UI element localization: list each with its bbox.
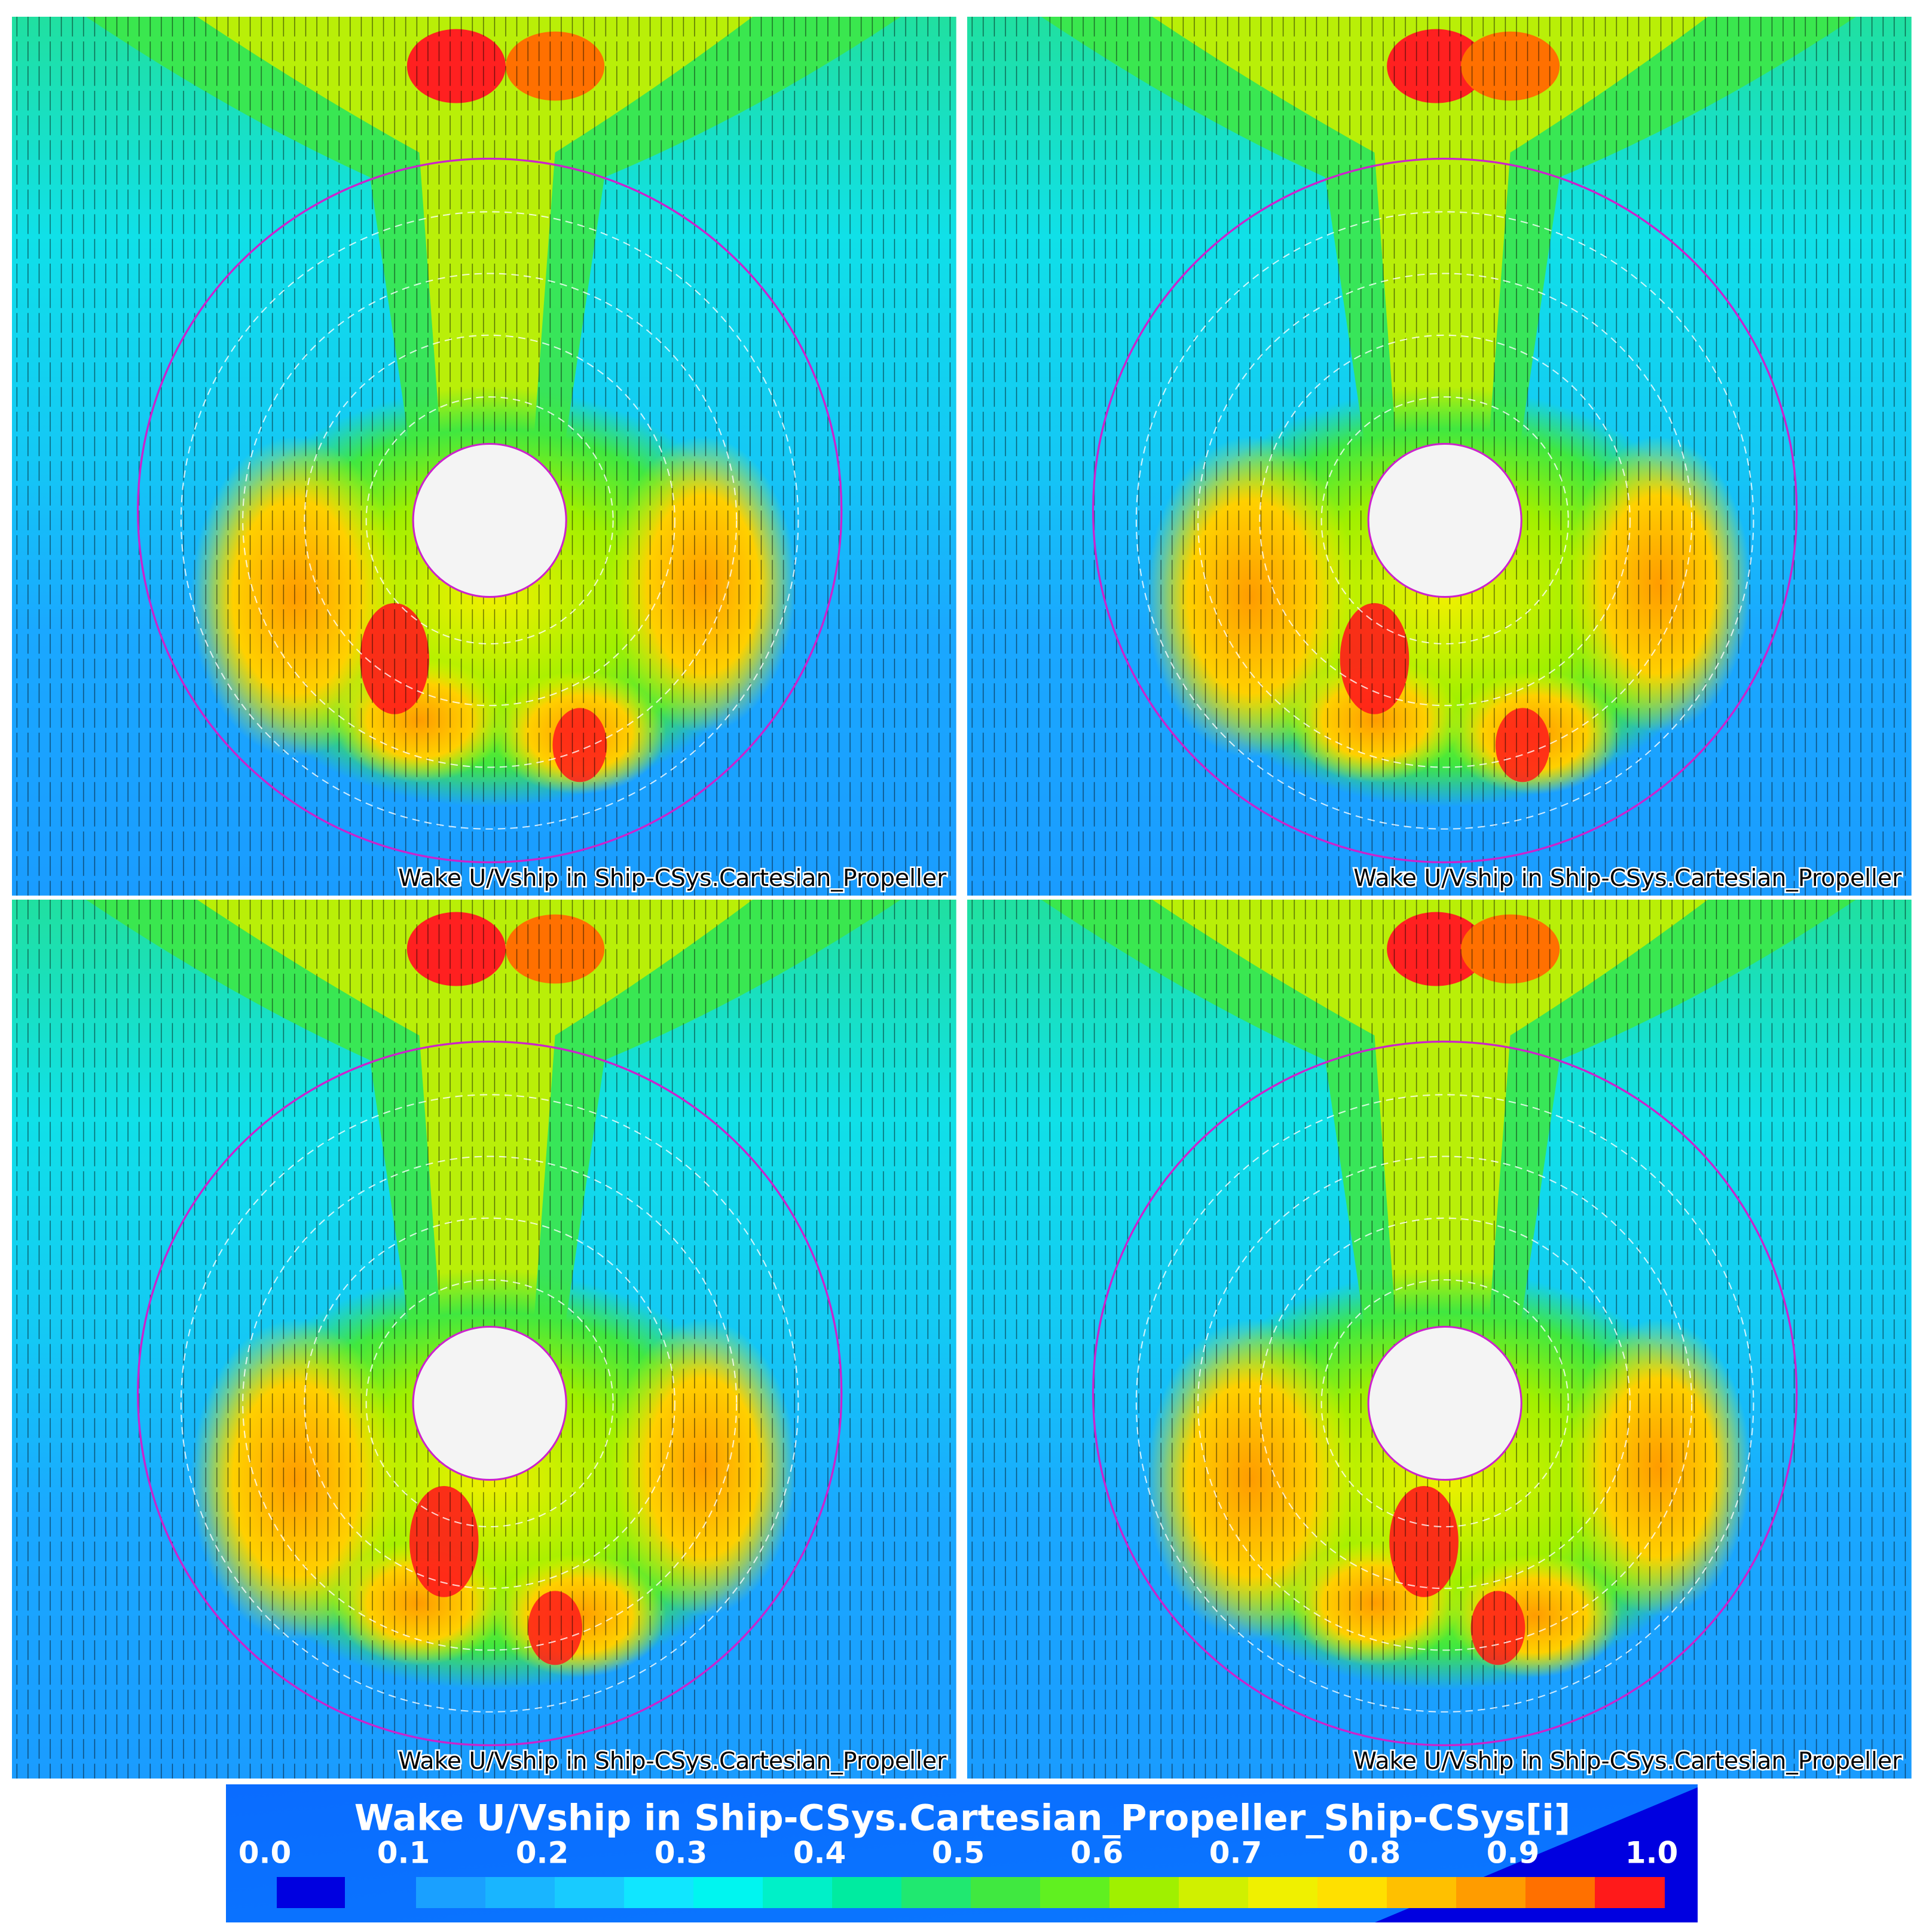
radius-circle [304,1217,675,1589]
colorbar-tick-label: 0.6 [1071,1836,1124,1870]
radius-circle [242,273,738,768]
colorbar-tick-label: 0.1 [377,1836,430,1870]
colorbar-swatch [1456,1877,1526,1908]
radius-circle [1259,334,1631,707]
radius-circle [365,396,614,645]
colorbar-tick-label: 0.4 [793,1836,846,1870]
colorbar: Wake U/Vship in Ship-CSys.Cartesian_Prop… [226,1784,1698,1922]
radius-circle [1135,1094,1754,1713]
colorbar-tick-label: 0.2 [516,1836,569,1870]
propeller-disk [136,1040,843,1747]
colorbar-tick-label: 0.9 [1487,1836,1540,1870]
radius-circle [304,334,675,707]
colorbar-swatch [763,1877,833,1908]
colorbar-swatch [485,1877,555,1908]
colorbar-swatch [624,1877,694,1908]
colorbar-swatch [1248,1877,1318,1908]
panel-label: Wake U/Vship in Ship-CSys.Cartesian_Prop… [1353,865,1902,892]
panel-label: Wake U/Vship in Ship-CSys.Cartesian_Prop… [1353,1748,1902,1775]
colorbar-tick-label: 0.5 [932,1836,985,1870]
panel-label: Wake U/Vship in Ship-CSys.Cartesian_Prop… [398,865,947,892]
colorbar-swatch [1179,1877,1249,1908]
radius-circle [1135,211,1754,830]
radius-circle [1197,273,1693,768]
radius-circle [1197,1155,1693,1651]
contour-panel: Wake U/Vship in Ship-CSys.Cartesian_Prop… [967,900,1912,1779]
colorbar-swatch [1040,1877,1110,1908]
colorbar-swatch [693,1877,763,1908]
panels: Wake U/Vship in Ship-CSys.Cartesian_Prop… [12,17,1912,1779]
colorbar-tick-label: 0.8 [1348,1836,1401,1870]
radius-circle [242,1155,738,1651]
hub [1367,1325,1522,1481]
hub [1367,442,1522,598]
colorbar-tick-label: 1.0 [1625,1836,1679,1870]
colorbar-swatch [901,1877,971,1908]
contour-panel: Wake U/Vship in Ship-CSys.Cartesian_Prop… [12,900,956,1779]
colorbar-swatch [832,1877,902,1908]
contour-panel: Wake U/Vship in Ship-CSys.Cartesian_Prop… [967,17,1912,896]
colorbar-tick-label: 0.7 [1209,1836,1262,1870]
radius-circle [365,1279,614,1528]
radius-circle [1259,1217,1631,1589]
hub [412,442,567,598]
colorbar-swatch [1387,1877,1457,1908]
colorbar-swatch [971,1877,1041,1908]
radius-circle [1320,1279,1569,1528]
contour-panel: Wake U/Vship in Ship-CSys.Cartesian_Prop… [12,17,956,896]
colorbar-tick-label: 0.3 [655,1836,708,1870]
colorbar-swatch [416,1877,486,1908]
colorbar-swatch [555,1877,625,1908]
radius-circle [1320,396,1569,645]
colorbar-swatch [1109,1877,1179,1908]
colorbar-swatch [277,1877,345,1908]
propeller-disk [136,157,843,864]
radius-circle [180,1094,799,1713]
colorbar-swatch [1317,1877,1387,1908]
panel-label: Wake U/Vship in Ship-CSys.Cartesian_Prop… [398,1748,947,1775]
propeller-disk [1092,1040,1798,1747]
colorbar-tick-label: 0.0 [239,1836,292,1870]
hub [412,1325,567,1481]
radius-circle [180,211,799,830]
colorbar-swatch [1595,1877,1665,1908]
colorbar-title: Wake U/Vship in Ship-CSys.Cartesian_Prop… [354,1798,1571,1839]
colorbar-swatch [1525,1877,1595,1908]
propeller-disk [1092,157,1798,864]
